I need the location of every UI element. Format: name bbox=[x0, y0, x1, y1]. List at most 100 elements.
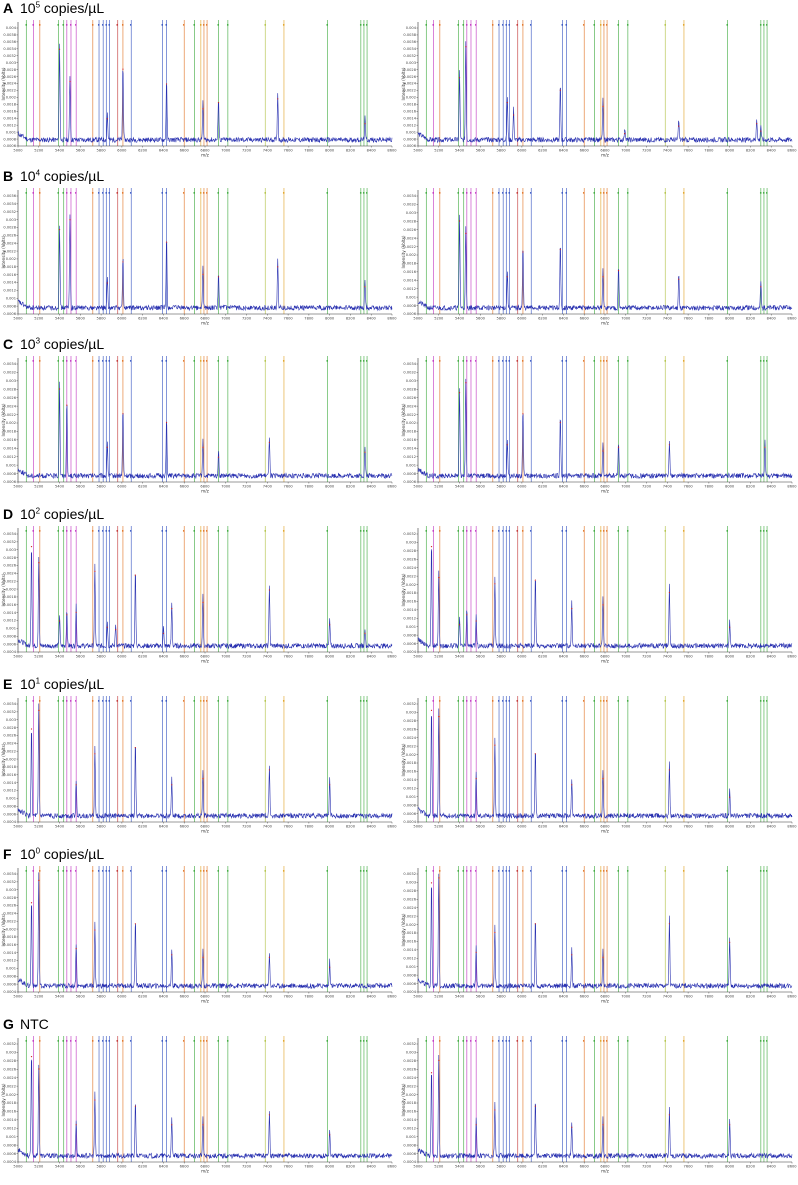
y-tick-label: 0.0026 bbox=[3, 396, 16, 400]
y-tick-label: 0.0026 bbox=[3, 234, 16, 238]
peak-point bbox=[69, 80, 71, 83]
x-tick-label: 8200 bbox=[746, 317, 756, 321]
y-tick-label: 0.0022 bbox=[403, 89, 416, 93]
y-tick-label: 0.003 bbox=[406, 379, 416, 383]
panel-letter: B bbox=[3, 168, 14, 184]
y-tick-label: 0.002 bbox=[6, 757, 16, 761]
marker-label: ▪ bbox=[464, 700, 468, 702]
marker-label: ▪ bbox=[515, 360, 519, 362]
y-tick-label: 0.0016 bbox=[403, 270, 416, 274]
marker-label: ▪ bbox=[164, 360, 168, 362]
y-tick-label: 0.0016 bbox=[403, 940, 416, 944]
x-tick-label: 6400 bbox=[559, 655, 569, 659]
y-tick-label: 0.0014 bbox=[403, 116, 416, 120]
marker-label: ▪ bbox=[115, 360, 119, 362]
y-axis-label: Intensity (Volts) bbox=[1, 1083, 6, 1116]
peak-point bbox=[329, 784, 331, 786]
panel-letter: D bbox=[3, 506, 14, 522]
y-axis-label: Intensity (Volts) bbox=[401, 1083, 406, 1116]
y-tick-label: 0.0016 bbox=[3, 273, 16, 277]
marker-label: ▪ bbox=[31, 192, 35, 194]
x-tick-label: 8600 bbox=[387, 995, 397, 999]
x-tick-label: 6000 bbox=[117, 995, 127, 999]
x-tick-label: 7800 bbox=[304, 317, 314, 321]
peak-point bbox=[202, 273, 204, 275]
x-tick-label: 6400 bbox=[159, 995, 169, 999]
x-tick-label: 7800 bbox=[304, 485, 314, 489]
y-tick-label: 0.001 bbox=[6, 1135, 16, 1139]
spectrum-trace bbox=[417, 41, 793, 144]
marker-label: ▪ bbox=[663, 870, 667, 872]
marker-label: ▪ bbox=[192, 192, 196, 194]
marker-label: ▪ bbox=[461, 24, 465, 26]
marker-label: ▪ bbox=[424, 870, 428, 872]
x-tick-label: 8000 bbox=[325, 1165, 335, 1169]
x-tick-label: 6200 bbox=[138, 825, 148, 829]
y-tick-label: 0.0018 bbox=[3, 595, 16, 599]
peak-point bbox=[458, 392, 461, 394]
x-tick-label: 8400 bbox=[767, 655, 777, 659]
marker-label: ▪ bbox=[263, 192, 267, 194]
x-tick-label: 7000 bbox=[621, 995, 631, 999]
x-tick-label: 8200 bbox=[346, 149, 356, 153]
x-tick-label: 6800 bbox=[600, 995, 610, 999]
x-tick-label: 6800 bbox=[600, 825, 610, 829]
y-tick-label: 0.003 bbox=[6, 61, 16, 65]
marker-label: ▪ bbox=[104, 24, 108, 26]
marker-label: ▪ bbox=[431, 870, 435, 872]
peak-point bbox=[171, 1124, 173, 1126]
y-tick-label: 0.0018 bbox=[403, 591, 416, 595]
x-tick-label: 7000 bbox=[621, 1165, 631, 1169]
title-base: 10 bbox=[20, 506, 36, 522]
peak-point bbox=[559, 89, 561, 91]
peak-point bbox=[668, 769, 671, 771]
y-tick-label: 0.0022 bbox=[3, 749, 16, 753]
marker-label: ▪ bbox=[74, 24, 78, 26]
y-axis-label: Intensity (Volts) bbox=[1, 743, 6, 776]
title-base: 10 bbox=[20, 336, 36, 352]
marker-label: ▪ bbox=[529, 530, 533, 532]
x-tick-label: 6200 bbox=[538, 655, 548, 659]
marker-label: ▪ bbox=[120, 1040, 124, 1042]
marker-label: ▪ bbox=[225, 1040, 229, 1042]
y-tick-label: 0.0012 bbox=[3, 959, 16, 963]
y-tick-label: 0.0024 bbox=[403, 404, 416, 408]
x-tick-label: 5800 bbox=[497, 1165, 507, 1169]
x-tick-label: 6600 bbox=[180, 149, 190, 153]
y-tick-label: 0.0006 bbox=[403, 812, 416, 816]
x-tick-label: 5200 bbox=[34, 149, 44, 153]
y-tick-label: 0.0024 bbox=[403, 736, 416, 740]
marker-label: ▪ bbox=[107, 870, 111, 872]
peak-point bbox=[729, 941, 731, 943]
y-tick-label: 0.002 bbox=[6, 927, 16, 931]
y-tick-label: 0.0014 bbox=[3, 446, 16, 450]
x-tick-label: 7400 bbox=[663, 149, 673, 153]
marker-label: ▪ bbox=[765, 530, 769, 532]
peak-point bbox=[571, 1126, 573, 1128]
marker-label: ▪ bbox=[97, 360, 101, 362]
y-tick-label: 0.0014 bbox=[403, 948, 416, 952]
title-base: 10 bbox=[20, 846, 36, 862]
marker-label: ▪ bbox=[37, 360, 41, 362]
marker-label: ▪ bbox=[90, 530, 94, 532]
panel-c: C 103 copies/µL ▪ ▪ ▪ ▪ ▪ ▪ ▪ ▪ ▪ ▪ ▪ ▪ ▪ ▪ ▪ ▪ ▪ ▪ ▪ ▪ ▪ ▪ ▪ ▪ ▪ ▪… bbox=[0, 336, 798, 494]
y-tick-label: 0.0004 bbox=[3, 820, 16, 824]
x-tick-label: 5800 bbox=[497, 317, 507, 321]
x-tick-label: 7800 bbox=[704, 995, 714, 999]
marker-label: ▪ bbox=[192, 360, 196, 362]
marker-label: ▪ bbox=[515, 24, 519, 26]
y-tick-label: 0.0006 bbox=[403, 480, 416, 484]
marker-label: ▪ bbox=[437, 192, 441, 194]
peak-point bbox=[38, 879, 40, 881]
marker-label: ▪ bbox=[325, 1040, 329, 1042]
peak-point bbox=[602, 105, 604, 107]
marker-label: ▪ bbox=[216, 870, 220, 872]
marker-label: ▪ bbox=[761, 700, 765, 702]
x-tick-label: 6600 bbox=[580, 825, 590, 829]
y-tick-label: 0.002 bbox=[406, 753, 416, 757]
marker-label: ▪ bbox=[37, 24, 41, 26]
marker-label: ▪ bbox=[507, 700, 511, 702]
marker-label: ▪ bbox=[164, 24, 168, 26]
y-tick-label: 0.0004 bbox=[403, 820, 416, 824]
y-tick-label: 0.0006 bbox=[3, 312, 16, 316]
